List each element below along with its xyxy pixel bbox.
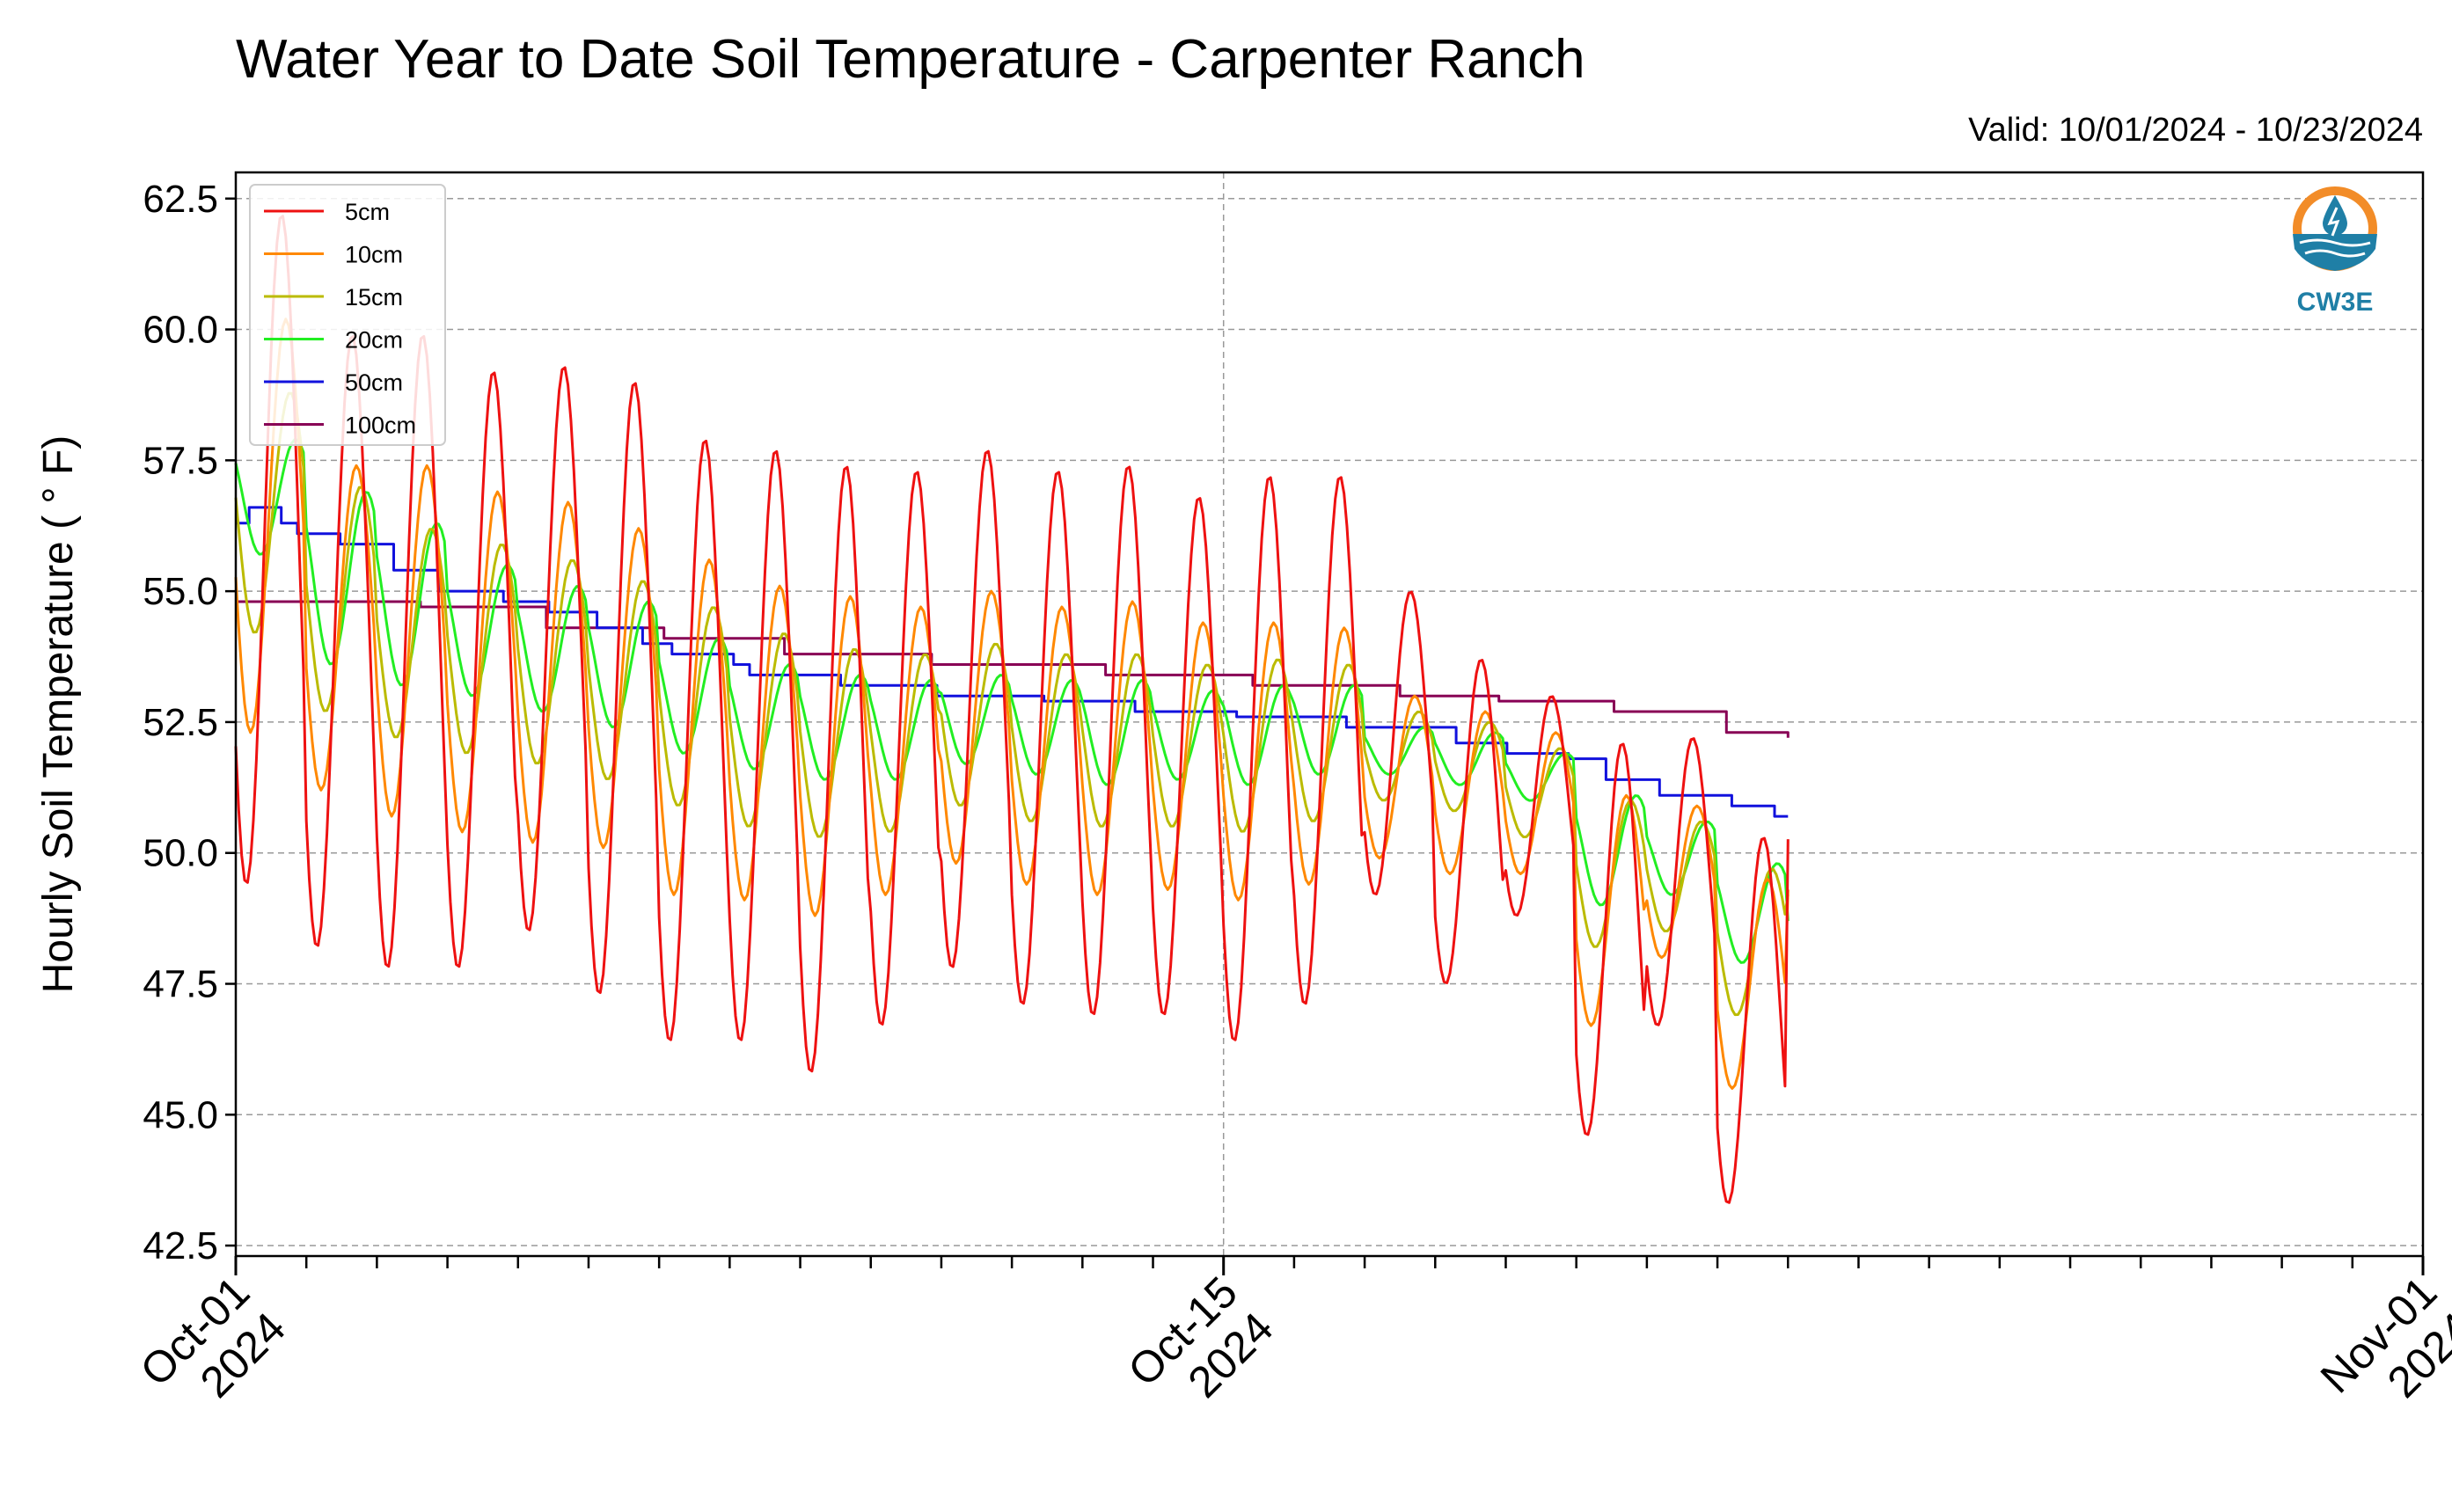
logo-drop-icon: [2323, 195, 2347, 236]
y-tick-label: 55.0: [143, 570, 218, 613]
x-tick-label: Oct-012024: [131, 1267, 295, 1431]
legend-label-100cm: 100cm: [345, 413, 416, 439]
legend-label-20cm: 20cm: [345, 327, 403, 354]
legend-label-15cm: 15cm: [345, 284, 403, 310]
legend-box: [249, 184, 446, 446]
y-axis-tick-labels: 42.5 45.0 47.5 50.0 52.5 55.0 57.5 60.0 62.5: [143, 178, 218, 1267]
y-tick-label: 42.5: [143, 1224, 218, 1267]
y-tick-label: 50.0: [143, 832, 218, 875]
y-tick-label: 52.5: [143, 701, 218, 744]
legend-label-50cm: 50cm: [345, 369, 403, 396]
y-tick-label: 57.5: [143, 439, 218, 482]
x-axis-tick-labels: Oct-012024 Oct-152024 Nov-012024: [131, 1267, 2452, 1438]
series-lines: [234, 215, 1790, 1204]
legend-label-5cm: 5cm: [345, 199, 390, 225]
x-tick-label: Nov-012024: [2311, 1267, 2452, 1438]
y-tick-label: 60.0: [143, 309, 218, 352]
plot-frame: [234, 171, 2425, 1258]
y-tick-label: 45.0: [143, 1093, 218, 1136]
cw3e-logo: CW3E: [2293, 186, 2377, 317]
x-tick-label: Oct-152024: [1118, 1267, 1282, 1431]
valid-date-range: Valid: 10/01/2024 - 10/23/2024: [1968, 112, 2423, 149]
series-line-5cm: [234, 215, 1790, 1204]
legend-label-10cm: 10cm: [345, 242, 403, 268]
y-tick-label: 62.5: [143, 178, 218, 221]
logo-text: CW3E: [2297, 288, 2374, 317]
chart-title: Water Year to Date Soil Temperature - Ca…: [236, 29, 1585, 90]
series-line-20cm: [234, 438, 1790, 964]
axis-ticks: [225, 197, 2425, 1275]
series-line-15cm: [234, 391, 1790, 1017]
y-axis-label: Hourly Soil Temperature ( ° F): [35, 435, 82, 994]
y-tick-label: 47.5: [143, 963, 218, 1006]
legend: 5cm 10cm 15cm 20cm 50cm 100cm: [249, 184, 446, 446]
